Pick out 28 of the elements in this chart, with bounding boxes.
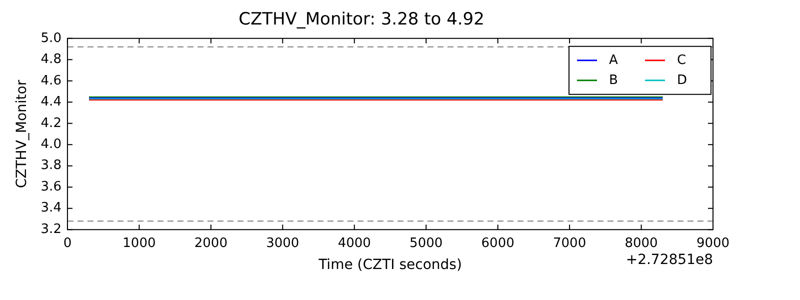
x-tick-label: 6000 — [481, 236, 514, 251]
x-tick-label: 5000 — [410, 236, 443, 251]
y-tick-label: 4.2 — [40, 116, 62, 131]
legend-label: A — [609, 52, 618, 68]
x-tick-label: 1000 — [122, 236, 156, 251]
y-axis-title: CZTHV_Monitor — [14, 80, 30, 188]
x-tick-label: 8000 — [624, 236, 658, 251]
y-tick-label: 4.8 — [40, 52, 62, 68]
y-tick-label: 3.4 — [40, 200, 62, 216]
y-tick-label: 5.0 — [40, 30, 62, 46]
legend-label: D — [677, 72, 688, 88]
chart-title: CZTHV_Monitor: 3.28 to 4.92 — [238, 10, 484, 30]
x-tick-label: 0 — [63, 236, 72, 251]
y-tick-label: 3.2 — [40, 222, 62, 237]
x-tick-label: 2000 — [194, 236, 228, 251]
y-tick-label: 4.4 — [40, 94, 62, 110]
x-axis-title: Time (CZTI seconds) — [318, 257, 462, 274]
y-tick-label: 3.6 — [40, 179, 62, 194]
x-tick-label: 7000 — [553, 236, 586, 251]
y-tick-label: 3.8 — [40, 158, 62, 174]
x-tick-label: 4000 — [338, 236, 371, 251]
x-tick-label: 3000 — [266, 236, 300, 251]
legend-label: B — [609, 72, 618, 88]
text: +2.72851e8 — [626, 252, 713, 268]
legend-label: C — [677, 52, 686, 68]
y-tick-label: 4.0 — [40, 136, 62, 152]
y-tick-label: 4.6 — [40, 73, 62, 88]
x-tick-label: 9000 — [696, 236, 730, 251]
